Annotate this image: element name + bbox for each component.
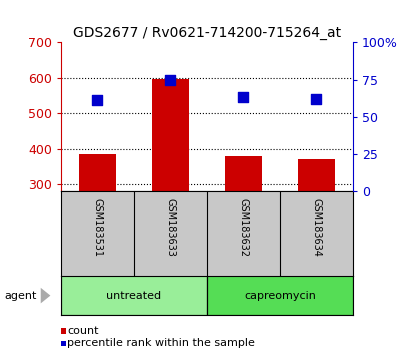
Bar — [225, 156, 262, 191]
Text: GSM183634: GSM183634 — [311, 198, 321, 257]
Text: untreated: untreated — [106, 291, 161, 301]
Point — [240, 95, 247, 100]
Text: percentile rank within the sample: percentile rank within the sample — [67, 338, 255, 348]
Bar — [207, 276, 353, 315]
Text: GSM183633: GSM183633 — [165, 198, 176, 257]
Bar — [152, 79, 189, 191]
Text: count: count — [67, 326, 98, 336]
Text: GSM183531: GSM183531 — [92, 198, 102, 257]
Text: agent: agent — [4, 291, 37, 301]
Bar — [61, 276, 207, 315]
Title: GDS2677 / Rv0621-714200-715264_at: GDS2677 / Rv0621-714200-715264_at — [73, 26, 341, 40]
Text: capreomycin: capreomycin — [244, 291, 316, 301]
Bar — [298, 159, 335, 191]
Point — [313, 96, 320, 102]
Point — [167, 77, 174, 82]
Text: GSM183632: GSM183632 — [238, 198, 248, 257]
Point — [94, 98, 101, 103]
Bar — [79, 154, 116, 191]
